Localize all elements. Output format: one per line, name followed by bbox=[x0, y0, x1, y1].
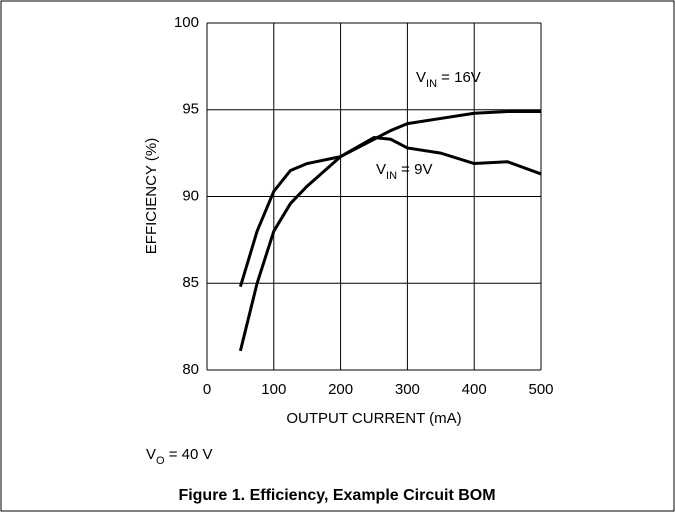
x-tick-label: 100 bbox=[261, 381, 286, 398]
text-part: IN bbox=[426, 78, 437, 90]
line-series bbox=[238, 136, 542, 288]
annotation: VIN = 9V bbox=[376, 161, 432, 182]
x-tick-label: 500 bbox=[528, 381, 553, 398]
x-tick-label: 400 bbox=[462, 381, 487, 398]
text-part: = 16V bbox=[437, 69, 481, 86]
y-tick-label: 95 bbox=[182, 101, 199, 118]
y-tick-label: 85 bbox=[182, 274, 199, 291]
x-tick-label: 200 bbox=[328, 381, 353, 398]
note: VO = 40 V bbox=[146, 446, 213, 467]
text-part: O bbox=[156, 455, 165, 467]
text-part: V bbox=[146, 446, 156, 463]
text-part: V bbox=[416, 69, 426, 86]
x-axis-label: OUTPUT CURRENT (mA) bbox=[286, 410, 461, 427]
text-part: = 9V bbox=[397, 161, 432, 178]
caption: Figure 1. Efficiency, Example Circuit BO… bbox=[178, 487, 495, 504]
y-tick-label: 90 bbox=[182, 187, 199, 204]
text-part: IN bbox=[386, 170, 397, 182]
x-tick-label: 300 bbox=[395, 381, 420, 398]
y-tick-label: 100 bbox=[174, 14, 199, 31]
y-tick-label: 80 bbox=[182, 361, 199, 378]
line-series bbox=[238, 109, 541, 352]
x-tick-label: 0 bbox=[203, 381, 211, 398]
annotation: VIN = 16V bbox=[416, 69, 481, 90]
text-part: = 40 V bbox=[165, 446, 213, 463]
text-part: V bbox=[376, 161, 386, 178]
y-axis-label: EFFICIENCY (%) bbox=[143, 138, 160, 254]
